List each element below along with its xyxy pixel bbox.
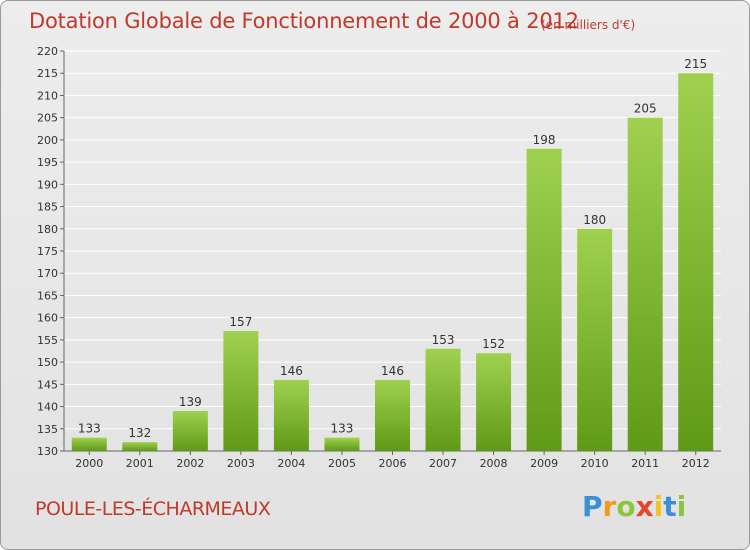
bar bbox=[122, 442, 158, 451]
x-tick-label: 2007 bbox=[429, 457, 457, 470]
y-tick-label: 210 bbox=[37, 89, 58, 102]
data-label: 152 bbox=[482, 337, 505, 351]
x-tick-label: 2004 bbox=[277, 457, 305, 470]
x-tick-label: 2001 bbox=[126, 457, 154, 470]
bar bbox=[526, 148, 562, 451]
x-tick-label: 2008 bbox=[480, 457, 508, 470]
commune-name: POULE-LES-ÉCHARMEAUX bbox=[35, 498, 271, 520]
x-tick-label: 2010 bbox=[581, 457, 609, 470]
logo-letter: t bbox=[663, 490, 677, 523]
data-label: 215 bbox=[684, 57, 707, 71]
y-tick-label: 155 bbox=[37, 334, 58, 347]
y-tick-label: 185 bbox=[37, 201, 58, 214]
logo-letter: o bbox=[616, 490, 636, 523]
y-tick-label: 160 bbox=[37, 312, 58, 325]
data-label: 146 bbox=[381, 364, 404, 378]
y-tick-label: 190 bbox=[37, 178, 58, 191]
x-tick-label: 2011 bbox=[631, 457, 659, 470]
logo-letter: r bbox=[602, 490, 617, 523]
bar bbox=[324, 437, 360, 451]
data-label: 205 bbox=[634, 102, 657, 116]
bar bbox=[577, 228, 613, 451]
bar bbox=[172, 411, 208, 451]
bar bbox=[71, 437, 107, 451]
chart-subtitle: (en milliers d'€) bbox=[541, 18, 636, 32]
bar bbox=[678, 73, 714, 451]
y-tick-label: 130 bbox=[37, 445, 58, 458]
y-tick-label: 205 bbox=[37, 112, 58, 125]
x-tick-label: 2003 bbox=[227, 457, 255, 470]
logo-letter: i bbox=[676, 490, 687, 523]
data-label: 146 bbox=[280, 364, 303, 378]
data-label: 139 bbox=[179, 395, 202, 409]
logo-letter: x bbox=[635, 490, 654, 523]
data-label: 157 bbox=[229, 315, 252, 329]
bar bbox=[273, 379, 309, 451]
x-tick-label: 2005 bbox=[328, 457, 356, 470]
y-tick-label: 200 bbox=[37, 134, 58, 147]
bar bbox=[476, 353, 512, 451]
data-label: 132 bbox=[128, 426, 151, 440]
y-tick-label: 145 bbox=[37, 378, 58, 391]
y-tick-label: 215 bbox=[37, 67, 58, 80]
x-tick-label: 2002 bbox=[176, 457, 204, 470]
y-tick-label: 170 bbox=[37, 267, 58, 280]
y-tick-label: 140 bbox=[37, 401, 58, 414]
bar bbox=[223, 331, 259, 451]
x-tick-label: 2006 bbox=[379, 457, 407, 470]
y-tick-label: 135 bbox=[37, 423, 58, 436]
x-tick-label: 2012 bbox=[682, 457, 710, 470]
data-label: 180 bbox=[583, 213, 606, 227]
y-tick-label: 180 bbox=[37, 223, 58, 236]
logo-letter: P bbox=[582, 490, 603, 523]
bar bbox=[627, 117, 663, 452]
logo-letter: i bbox=[653, 490, 664, 523]
x-tick-label: 2000 bbox=[75, 457, 103, 470]
data-label: 198 bbox=[533, 133, 556, 147]
bar bbox=[425, 348, 461, 451]
proxiti-logo: Proxiti bbox=[582, 490, 686, 523]
data-label: 133 bbox=[78, 422, 101, 436]
y-tick-label: 195 bbox=[37, 156, 58, 169]
data-label: 153 bbox=[432, 333, 455, 347]
bar bbox=[375, 379, 410, 451]
y-tick-label: 165 bbox=[37, 289, 58, 302]
x-tick-label: 2009 bbox=[530, 457, 558, 470]
y-tick-label: 150 bbox=[37, 356, 58, 369]
y-tick-label: 175 bbox=[37, 245, 58, 258]
data-label: 133 bbox=[331, 422, 354, 436]
chart-title: Dotation Globale de Fonctionnement de 20… bbox=[29, 9, 579, 33]
y-tick-label: 220 bbox=[37, 45, 58, 58]
